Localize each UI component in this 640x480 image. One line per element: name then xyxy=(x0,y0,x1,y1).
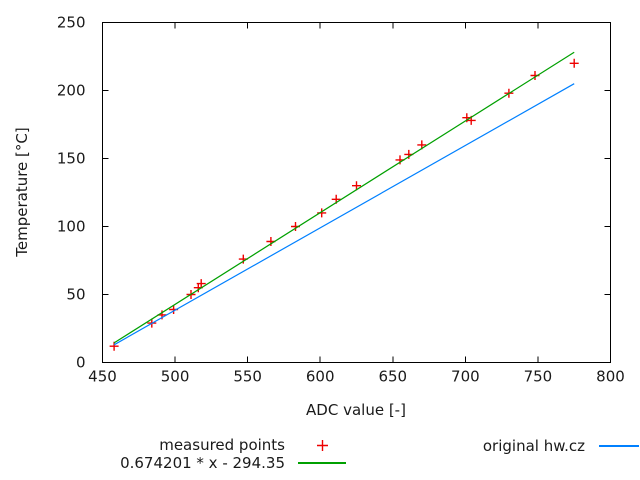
x-axis-title: ADC value [-] xyxy=(306,401,406,419)
svg-text:550: 550 xyxy=(233,368,262,386)
legend-marker-original xyxy=(599,445,639,447)
legend-item-fit-line: 0.674201 * x - 294.35 xyxy=(0,454,346,472)
fit-line-sample-icon xyxy=(298,457,346,470)
svg-text:650: 650 xyxy=(378,368,407,386)
svg-text:600: 600 xyxy=(306,368,335,386)
svg-text:250: 250 xyxy=(57,14,86,32)
fit-line-series xyxy=(113,51,575,344)
y-axis-title: Temperature [°C] xyxy=(13,127,31,257)
legend-item-original-hwcz: original hw.cz xyxy=(300,437,639,455)
original-line-sample-icon xyxy=(599,440,639,453)
svg-text:800: 800 xyxy=(596,368,625,386)
legend-marker-fit xyxy=(298,462,346,464)
svg-text:0: 0 xyxy=(76,354,86,372)
svg-text:200: 200 xyxy=(57,82,86,100)
svg-text:100: 100 xyxy=(57,218,86,236)
legend-label-fit-line: 0.674201 * x - 294.35 xyxy=(120,454,285,472)
legend-label-original-hwcz: original hw.cz xyxy=(482,437,585,455)
svg-text:700: 700 xyxy=(451,368,480,386)
svg-text:500: 500 xyxy=(161,368,190,386)
plot-border-and-ticks xyxy=(102,22,611,363)
svg-text:450: 450 xyxy=(88,368,117,386)
svg-text:150: 150 xyxy=(57,150,86,168)
legend-marker-measured xyxy=(316,439,328,451)
svg-text:750: 750 xyxy=(524,368,553,386)
original-line-series xyxy=(113,83,575,346)
tick-labels: 450 500 550 600 650 700 750 800 0 50 100 150 200 250 xyxy=(57,14,625,386)
svg-text:50: 50 xyxy=(66,286,85,304)
plus-marker-icon xyxy=(298,439,346,452)
legend-label-measured-points: measured points xyxy=(159,436,285,454)
legend-item-measured-points: measured points xyxy=(0,436,346,454)
